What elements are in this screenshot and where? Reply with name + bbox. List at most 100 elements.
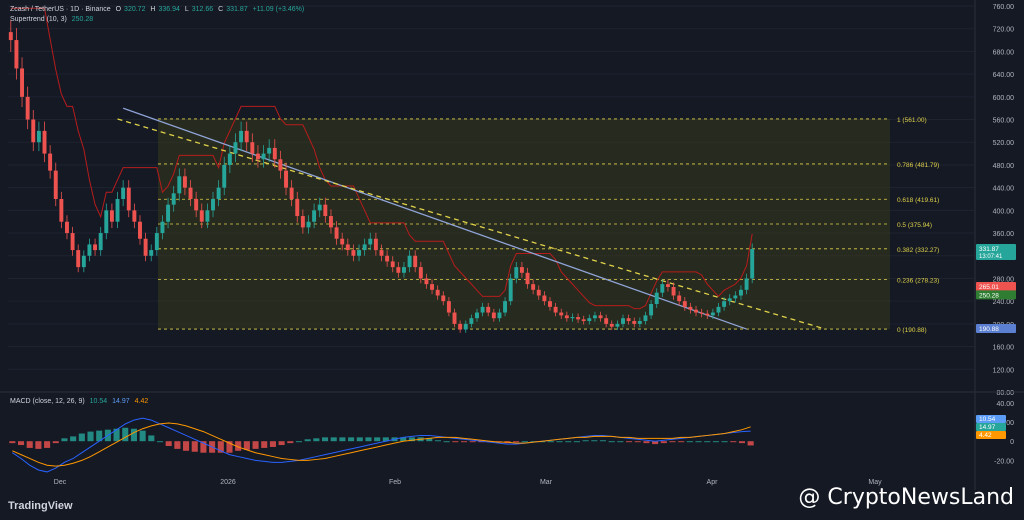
macd-histogram-bar	[183, 441, 190, 451]
supertrend-legend[interactable]: Supertrend (10, 3) 250.28	[10, 16, 96, 23]
candle-body	[340, 238, 345, 245]
price-tag	[976, 244, 1016, 261]
macd-histogram-bar	[747, 441, 754, 446]
ohlc-o-key: O	[115, 6, 122, 13]
candle-body	[716, 306, 721, 313]
candle-body	[317, 204, 322, 211]
candle-body	[138, 221, 142, 239]
macd-histogram-bar	[382, 437, 389, 442]
candle-body	[396, 267, 401, 273]
candle-body	[531, 284, 536, 290]
y-tick-label: 640.00	[993, 72, 1015, 79]
tradingview-logo[interactable]: TradingView	[8, 500, 73, 512]
candle-body	[637, 321, 642, 324]
macd-histogram-bar	[573, 441, 580, 443]
macd-histogram-bar	[295, 441, 303, 443]
candle-body	[345, 244, 350, 251]
candle-body	[548, 301, 552, 307]
candle-body	[497, 312, 502, 319]
candle-body	[93, 244, 98, 251]
ohlc-c-key: C	[218, 6, 224, 13]
macd-histogram-bar	[408, 437, 415, 442]
candle-body	[87, 244, 92, 256]
macd-histogram-bar	[52, 441, 59, 444]
candle-body	[166, 204, 171, 222]
ohlc-o-value: 320.72	[124, 6, 146, 13]
macd-value-tag	[976, 423, 1006, 431]
candle-body	[722, 301, 727, 307]
macd-histogram-bar	[695, 441, 702, 443]
macd-y-tick-label: -20.00	[994, 458, 1014, 465]
macd-legend[interactable]: MACD (close, 12, 26, 9) 10.54 14.97 4.42	[10, 398, 151, 405]
macd-histogram-bar	[174, 441, 181, 449]
candle-body	[199, 210, 204, 222]
candle-body	[677, 295, 682, 302]
tradingview-logo-text: TradingView	[8, 500, 73, 512]
candle-body	[480, 306, 485, 313]
ohlc-c-value: 331.87	[226, 6, 248, 13]
candle-body	[525, 272, 530, 285]
candle-body	[508, 278, 513, 302]
macd-histogram-bar	[330, 437, 337, 442]
candle-body	[53, 170, 58, 199]
y-tick-label: 560.00	[993, 118, 1015, 125]
macd-histogram-bar	[452, 441, 459, 443]
macd-histogram-bar	[35, 441, 42, 449]
candle-body	[143, 238, 148, 256]
candle-body	[733, 295, 738, 299]
macd-histogram-bar	[44, 441, 51, 448]
y-tick-label: 360.00	[993, 231, 1015, 238]
macd-histogram-bar	[130, 428, 137, 442]
symbol-header: Zcash / TetherUS · 1D · Binance O 320.72 …	[10, 6, 307, 13]
candle-body	[20, 68, 25, 97]
candle-body	[542, 295, 547, 302]
candle-body	[660, 284, 665, 293]
macd-histogram-bar	[400, 437, 407, 442]
candle-body	[98, 233, 103, 251]
macd-histogram-bar	[704, 441, 711, 443]
symbol-title: Zcash / TetherUS · 1D · Binance	[10, 6, 111, 13]
candle-body	[48, 153, 53, 171]
candle-body	[222, 164, 227, 188]
candle-body	[272, 147, 277, 160]
candle-body	[306, 221, 311, 228]
candle-body	[385, 255, 390, 262]
macd-value-tag-label: 14.97	[979, 424, 996, 431]
candle-body	[705, 313, 710, 316]
macd-histogram-bar	[643, 441, 650, 444]
candle-body	[435, 289, 440, 296]
macd-histogram-bar	[9, 441, 16, 444]
candle-body	[615, 323, 620, 327]
candle-body	[581, 319, 586, 322]
macd-label: MACD (close, 12, 26, 9)	[10, 398, 85, 405]
macd-value-tag	[976, 415, 1006, 423]
macd-histogram-bar	[78, 433, 85, 442]
candle-body	[671, 286, 676, 296]
candle-body	[233, 142, 238, 154]
candle-body	[154, 233, 159, 251]
candle-body	[132, 210, 137, 222]
ohlc-h-key: H	[150, 6, 156, 13]
candle-body	[171, 193, 176, 205]
y-tick-label: 80.00	[996, 390, 1014, 397]
macd-histogram-bar	[721, 441, 728, 443]
macd-value-tag-label: 4.42	[979, 432, 992, 439]
candle-body	[261, 153, 266, 160]
candle-body	[149, 250, 154, 256]
candle-body	[570, 317, 575, 319]
candle-body	[227, 153, 232, 165]
candle-body	[244, 130, 249, 143]
candle-body	[463, 323, 468, 330]
candle-body	[621, 318, 625, 324]
candle-body	[278, 159, 283, 171]
candle-body	[42, 130, 47, 154]
candle-body	[267, 147, 272, 154]
candle-body	[250, 142, 255, 154]
macd-histogram-bar	[113, 428, 120, 442]
macd-histogram-bar	[434, 440, 441, 442]
candle-body	[188, 187, 193, 199]
trendline-descending-resistance	[122, 107, 747, 330]
macd-histogram-bar	[339, 437, 346, 442]
y-tick-label: 280.00	[993, 276, 1015, 283]
